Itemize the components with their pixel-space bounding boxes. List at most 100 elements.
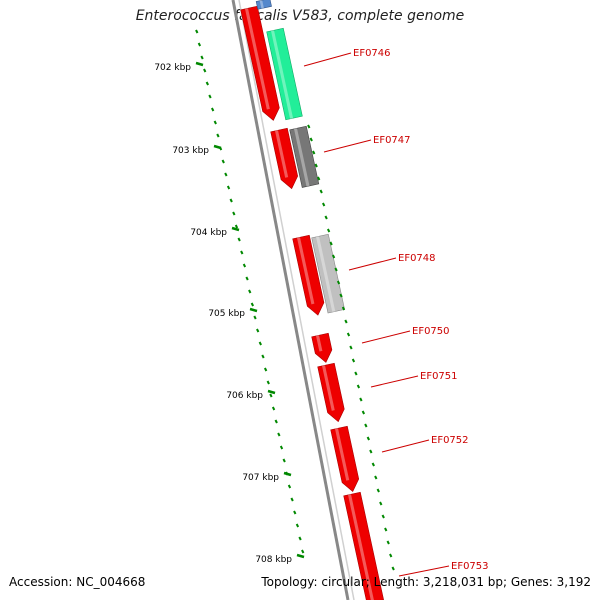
kbp-label: 703 kbp xyxy=(172,146,209,156)
kbp-label: 704 kbp xyxy=(190,228,227,238)
cds-arrow-highlight xyxy=(348,494,374,600)
ruler-tick xyxy=(381,514,385,519)
ruler-tick xyxy=(195,29,199,34)
ruler-tick xyxy=(203,68,207,73)
ruler-tick xyxy=(329,241,333,246)
ruler-tick xyxy=(312,150,316,155)
ruler-tick xyxy=(379,501,383,506)
ruler-tick xyxy=(197,42,202,47)
kbp-label: 706 kbp xyxy=(226,391,263,401)
ruler-tick xyxy=(341,306,346,311)
ruler-tick xyxy=(298,536,302,541)
backbone-shadow-line xyxy=(238,0,355,600)
ruler-tick xyxy=(229,198,233,203)
genome-title: Enterococcus faecalis V583, complete gen… xyxy=(135,8,465,24)
cds-arrow xyxy=(292,234,325,316)
kbp-major-tick xyxy=(296,553,305,559)
gene-leader-line xyxy=(381,439,430,453)
kbp-label: 708 kbp xyxy=(255,555,292,565)
feature-bar-blue xyxy=(255,0,272,10)
gene-label: EF0748 xyxy=(398,253,436,264)
ruler-tick xyxy=(290,497,294,502)
ruler-tick xyxy=(232,211,236,216)
ruler-tick xyxy=(346,332,351,337)
gene-leader-line xyxy=(323,139,372,153)
ruler-tick xyxy=(293,510,297,515)
ruler-tick xyxy=(279,445,284,450)
kbp-major-tick xyxy=(267,389,276,395)
ruler-tick xyxy=(314,163,318,168)
ruler-tick xyxy=(250,302,255,307)
ruler-tick xyxy=(261,354,265,359)
ruler-tick xyxy=(369,449,373,454)
cds-arrow-highlight xyxy=(275,130,289,178)
ruler-tick xyxy=(354,371,358,376)
kbp-major-tick xyxy=(231,226,240,232)
kbp-major-tick xyxy=(195,61,204,67)
ruler-tick xyxy=(334,267,338,272)
gene-label: EF0751 xyxy=(420,371,458,382)
ruler-tick xyxy=(364,423,368,428)
ruler-tick xyxy=(274,419,278,424)
ruler-tick xyxy=(307,124,311,129)
ruler-tick xyxy=(221,159,225,164)
ruler-tick xyxy=(216,133,220,138)
accession-text: Accession: NC_004668 xyxy=(9,575,146,589)
ruler-tick xyxy=(331,254,336,259)
cds-arrow-highlight xyxy=(322,365,335,411)
feature-bar-grey xyxy=(289,125,320,188)
ruler-tick xyxy=(277,432,281,437)
ruler-tick xyxy=(391,566,395,571)
ruler-tick xyxy=(258,341,262,346)
gene-label: EF0746 xyxy=(353,48,391,59)
ruler-tick xyxy=(271,406,276,411)
ruler-tick xyxy=(295,523,300,528)
kbp-major-tick xyxy=(249,307,258,313)
ruler-tick xyxy=(322,202,326,207)
kbp-major-tick xyxy=(283,471,292,477)
ruler-tick xyxy=(237,237,241,242)
kbp-label: 702 kbp xyxy=(154,63,191,73)
ruler-tick xyxy=(339,293,343,298)
ruler-tick xyxy=(351,358,356,363)
ruler-tick xyxy=(324,215,328,220)
ruler-tick xyxy=(200,55,204,60)
gene-leader-line xyxy=(398,565,450,577)
ruler-tick xyxy=(242,263,247,268)
feature-bar-green-highlight xyxy=(271,30,294,119)
ruler-tick xyxy=(386,540,390,545)
ruler-tick xyxy=(208,94,212,99)
ruler-tick xyxy=(245,276,249,281)
cds-arrow-highlight xyxy=(245,8,270,110)
ruler-tick xyxy=(319,189,323,194)
ruler-tick xyxy=(384,527,388,532)
ruler-tick xyxy=(253,315,257,320)
ruler-tick xyxy=(389,553,393,558)
ruler-tick xyxy=(226,185,231,190)
gene-label: EF0750 xyxy=(412,326,450,337)
ruler-tick xyxy=(359,397,363,402)
ruler-tick xyxy=(361,410,366,415)
kbp-major-tick xyxy=(213,144,222,150)
ruler-tick xyxy=(374,475,378,480)
cds-arrow xyxy=(270,127,298,190)
gene-leader-line xyxy=(370,375,419,388)
cds-arrow xyxy=(240,5,280,121)
ruler-tick xyxy=(376,488,380,493)
feature-bar-green xyxy=(266,27,303,121)
kbp-label: 705 kbp xyxy=(208,309,245,319)
gene-leader-line xyxy=(361,330,411,344)
gene-leader-line xyxy=(303,52,352,67)
ruler-tick xyxy=(336,280,341,285)
feature-bar-light-grey-highlight xyxy=(316,236,336,313)
genome-summary-text: Topology: circular; Length: 3,218,031 bp… xyxy=(261,575,591,589)
gene-label: EF0752 xyxy=(431,435,469,446)
gene-label: EF0747 xyxy=(373,135,411,146)
ruler-tick xyxy=(224,172,228,177)
gene-label: EF0753 xyxy=(451,561,489,572)
ruler-tick xyxy=(326,228,331,233)
ruler-tick xyxy=(269,393,273,398)
cds-arrow xyxy=(311,332,333,363)
